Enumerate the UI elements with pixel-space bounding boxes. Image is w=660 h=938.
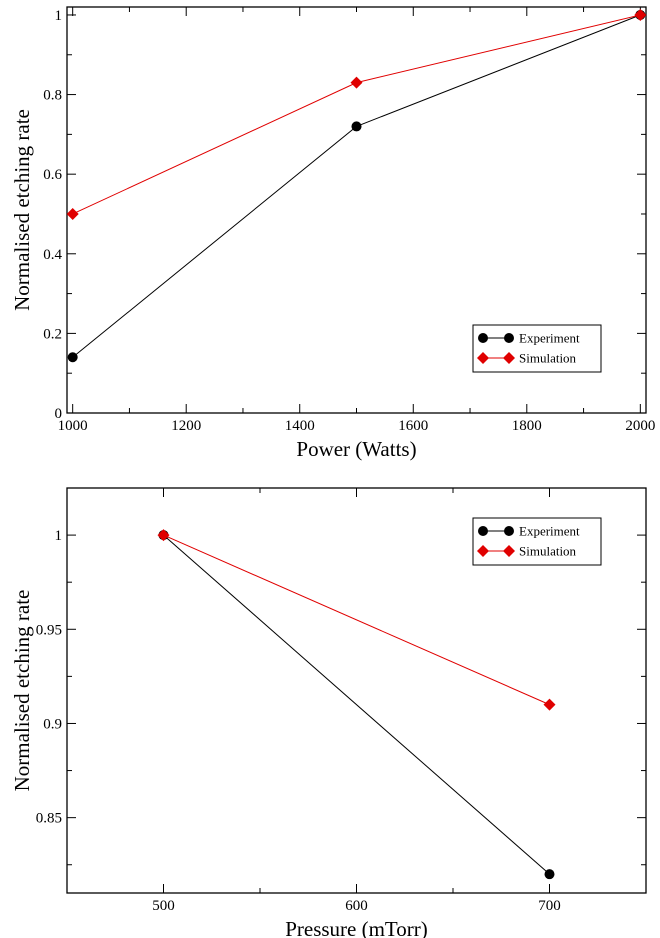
y-tick-label: 0.85 [36, 811, 62, 827]
legend-marker [477, 545, 489, 557]
legend-label: Experiment [519, 524, 580, 539]
legend-label: Simulation [519, 351, 577, 366]
legend-box [472, 517, 602, 566]
data-point [634, 8, 647, 21]
x-tick-label: 1600 [398, 418, 428, 434]
legend-marker [477, 352, 489, 364]
x-axis-title: Pressure (mTorr) [285, 917, 428, 938]
legend: Experiment Simulation [472, 324, 602, 373]
legend: Experiment Simulation [472, 517, 602, 566]
series-experiment [158, 530, 555, 880]
x-tick-label: 1200 [171, 418, 201, 434]
x-tick-label: 1000 [58, 418, 88, 434]
series-simulation [157, 529, 556, 711]
data-point [351, 121, 362, 132]
y-tick-label: 0.95 [36, 622, 62, 638]
x-tick-label: 500 [152, 898, 175, 914]
data-point [543, 698, 556, 711]
y-tick-label: 1 [55, 8, 63, 24]
y-tick-label: 0.4 [43, 247, 62, 263]
y-axis-title: Normalised etching rate [10, 590, 34, 792]
data-point [157, 529, 170, 542]
x-tick-label: 1400 [285, 418, 315, 434]
chart-1: 1000 1200 1400 1600 1800 2000 0 0.2 0.4 0.6 0.8 1 Po… [10, 6, 655, 461]
data-point [66, 207, 79, 220]
series-simulation [66, 8, 647, 220]
x-tick-label: 600 [345, 898, 368, 914]
y-tick-label: 1 [55, 528, 63, 544]
x-tick-label: 1800 [512, 418, 542, 434]
legend-marker [504, 333, 514, 343]
series-line [72, 14, 641, 358]
legend-marker [503, 545, 515, 557]
legend-box [472, 324, 602, 373]
data-point [544, 869, 555, 880]
y-tick-label: 0.2 [43, 326, 62, 342]
y-tick-label: 0.6 [43, 167, 62, 183]
y-tick-label: 0.8 [43, 88, 62, 104]
series-line [163, 534, 550, 875]
y-tick-label: 0 [55, 406, 63, 422]
x-tick-label: 700 [538, 898, 561, 914]
series-line [163, 534, 550, 706]
data-point [350, 76, 363, 89]
legend-marker [478, 526, 488, 536]
legend-label: Simulation [519, 544, 577, 559]
legend-marker [504, 526, 514, 536]
y-axis-title: Normalised etching rate [10, 109, 34, 311]
legend-label: Experiment [519, 331, 580, 346]
legend-marker [478, 333, 488, 343]
legend-marker [503, 352, 515, 364]
data-point [67, 352, 78, 363]
chart-2: 500 600 700 0.85 0.9 0.95 1 Pressure (mTorr) Nor… [10, 487, 647, 938]
series-experiment [67, 9, 646, 363]
x-tick-label: 2000 [625, 418, 655, 434]
x-axis-title: Power (Watts) [296, 437, 416, 461]
series-line [72, 14, 641, 215]
y-tick-label: 0.9 [43, 716, 62, 732]
